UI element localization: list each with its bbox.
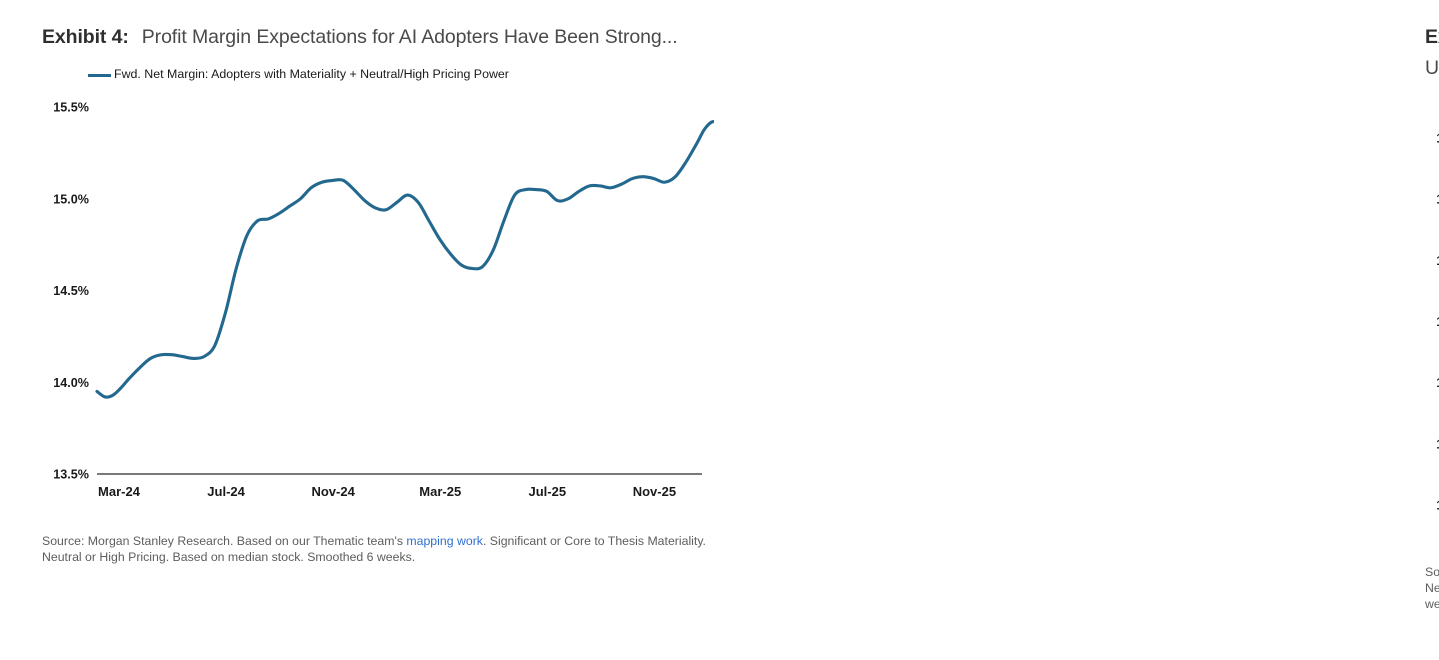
exhibit-4-source-suffix: . Significant or Core to Thesis Material…	[42, 533, 706, 564]
y-axis-tick-label: 12.5%	[1436, 498, 1439, 512]
exhibit-5-source: Source: Morgan Stanley Research. Based o…	[1425, 564, 1439, 613]
exhibit-panel-4: Exhibit 4: Profit Margin Expectations for…	[0, 0, 714, 660]
exhibit-5-source-prefix: Source: Morgan Stanley Research. Based o…	[1425, 564, 1439, 579]
legend-swatch-line-icon	[88, 74, 111, 77]
y-axis-tick-label: 14.0%	[1436, 315, 1439, 329]
exhibit-4-legend-label: Fwd. Net Margin: Adopters with Materiali…	[114, 67, 509, 81]
exhibit-4-svg: 13.5% 14.0% 14.5% 15.0% 15.5% Mar-24 Jul-24 No…	[53, 100, 714, 499]
y-axis-tick-label: 15.5%	[53, 100, 89, 114]
exhibit-4-source-link[interactable]: mapping work	[406, 533, 483, 548]
exhibit-5-svg: 12.5%13.0%13.5%14.0%14.5%15.0%15.5% Mar-…	[1436, 131, 1439, 512]
exhibit-4-label: Exhibit 4:	[42, 26, 129, 48]
exhibit-5-label: Exhibit 5:	[1425, 26, 1439, 48]
exhibit-5-source-suffix: . Significant or Core to Thesis Material…	[1425, 580, 1439, 612]
x-axis-tick-label: Mar-24	[98, 484, 141, 499]
exhibit-4-series-line	[95, 119, 714, 399]
exhibit-4-source-prefix: Source: Morgan Stanley Research. Based o…	[42, 533, 407, 548]
exhibit-4-chart: 13.5% 14.0% 14.5% 15.0% 15.5% Mar-24 Jul-24 No…	[42, 89, 714, 519]
exhibit-4-title: Exhibit 4: Profit Margin Expectations for…	[42, 0, 712, 53]
exhibit-5-title-text: ...As Have Margin Expectations for Adopt…	[1425, 57, 1439, 79]
y-axis-tick-label: 13.5%	[1436, 376, 1439, 390]
x-axis-tick-label: Nov-25	[633, 484, 676, 499]
y-axis-tick-label: 15.0%	[53, 192, 89, 206]
y-axis-tick-label: 14.5%	[53, 284, 89, 298]
x-axis-tick-label: Jul-24	[207, 484, 245, 499]
exhibit-4-y-axis: 13.5% 14.0% 14.5% 15.0% 15.5%	[53, 100, 89, 481]
y-axis-tick-label: 13.0%	[1436, 437, 1439, 451]
x-axis-tick-label: Nov-24	[311, 484, 355, 499]
y-axis-tick-label: 15.0%	[1436, 192, 1439, 206]
y-axis-tick-label: 14.0%	[53, 375, 89, 389]
exhibit-5-legend: Fwd. Net Margin: Adopters with Materiali…	[1425, 98, 1439, 114]
exhibit-4-source: Source: Morgan Stanley Research. Based o…	[42, 533, 712, 566]
y-axis-tick-label: 13.5%	[53, 467, 89, 481]
exhibit-5-title: Exhibit 5: ...As Have Margin Expectations…	[1425, 0, 1439, 84]
x-axis-tick-label: Mar-25	[419, 484, 461, 499]
exhibit-5-chart: 12.5%13.0%13.5%14.0%14.5%15.0%15.5% Mar-…	[1425, 120, 1439, 550]
x-axis-tick-label: Jul-25	[529, 484, 567, 499]
exhibit-4-x-axis: Mar-24 Jul-24 Nov-24 Mar-25 Jul-25 Nov-25	[98, 484, 676, 499]
exhibit-4-legend: Fwd. Net Margin: Adopters with Materiali…	[42, 67, 712, 83]
exhibit-5-y-axis: 12.5% 13.0% 13.5% 14.0% 14.5% 15.0% 15.5%	[1436, 131, 1439, 512]
exhibit-4-title-text: Profit Margin Expectations for AI Adopte…	[141, 26, 678, 48]
y-axis-tick-label: 15.5%	[1436, 131, 1439, 145]
exhibit-panel-5: Exhibit 5: ...As Have Margin Expectations…	[679, 0, 1439, 660]
y-axis-tick-label: 14.5%	[1436, 253, 1439, 267]
